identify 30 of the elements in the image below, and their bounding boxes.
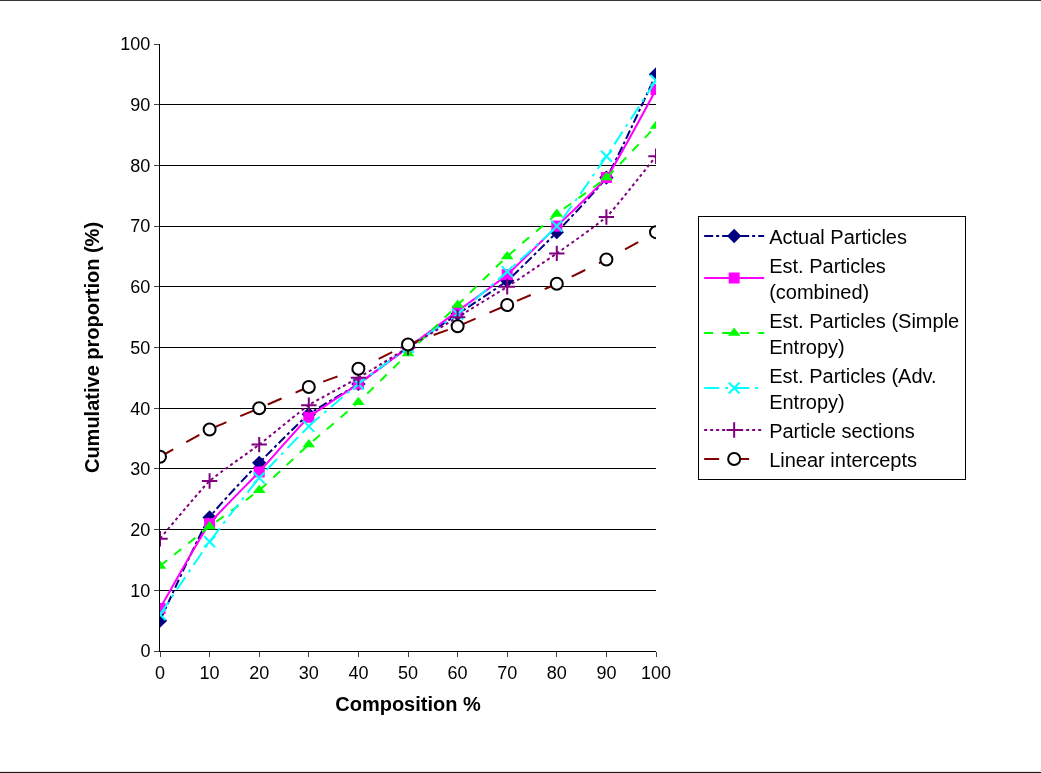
x-tick-label: 80 bbox=[546, 662, 567, 683]
y-tick-label: 80 bbox=[130, 155, 151, 176]
legend-label: Est. Particles (Adv. Entropy) bbox=[769, 364, 937, 413]
y-tick-label: 90 bbox=[130, 95, 151, 115]
y-tick-label: 70 bbox=[130, 216, 151, 237]
x-tick-label: 50 bbox=[397, 662, 419, 683]
x-tick-label: 10 bbox=[199, 662, 220, 683]
legend-label: Particle sections bbox=[769, 419, 915, 442]
y-tick-label: 30 bbox=[130, 459, 151, 480]
y-tick-label: 60 bbox=[130, 277, 151, 298]
x-tick-label: 0 bbox=[154, 662, 166, 683]
legend-label: Linear intercepts bbox=[769, 448, 918, 471]
legend-label: Est. Particles (combined) bbox=[769, 254, 886, 303]
y-tick-label: 10 bbox=[130, 580, 151, 601]
x-tick-label: 100 bbox=[640, 662, 672, 683]
y-tick-label: 40 bbox=[130, 398, 151, 419]
y-tick-label: 50 bbox=[130, 337, 151, 358]
x-tick-label: 40 bbox=[348, 662, 369, 683]
y-tick-label: 20 bbox=[130, 519, 151, 540]
y-tick-label: 0 bbox=[140, 641, 151, 662]
x-tick-label: 70 bbox=[497, 662, 518, 683]
y-tick-label: 100 bbox=[120, 34, 151, 55]
legend-label: Est. Particles (Simple Entropy) bbox=[769, 309, 960, 358]
y-axis-title: Cumulative proportion (%) bbox=[80, 221, 103, 474]
x-tick-label: 20 bbox=[249, 662, 270, 683]
x-tick-label: 60 bbox=[447, 662, 468, 683]
x-axis-title: Composition % bbox=[335, 693, 481, 716]
x-tick-label: 90 bbox=[596, 662, 617, 683]
legend-label: Actual Particles bbox=[769, 225, 907, 248]
x-tick-label: 30 bbox=[298, 662, 319, 683]
